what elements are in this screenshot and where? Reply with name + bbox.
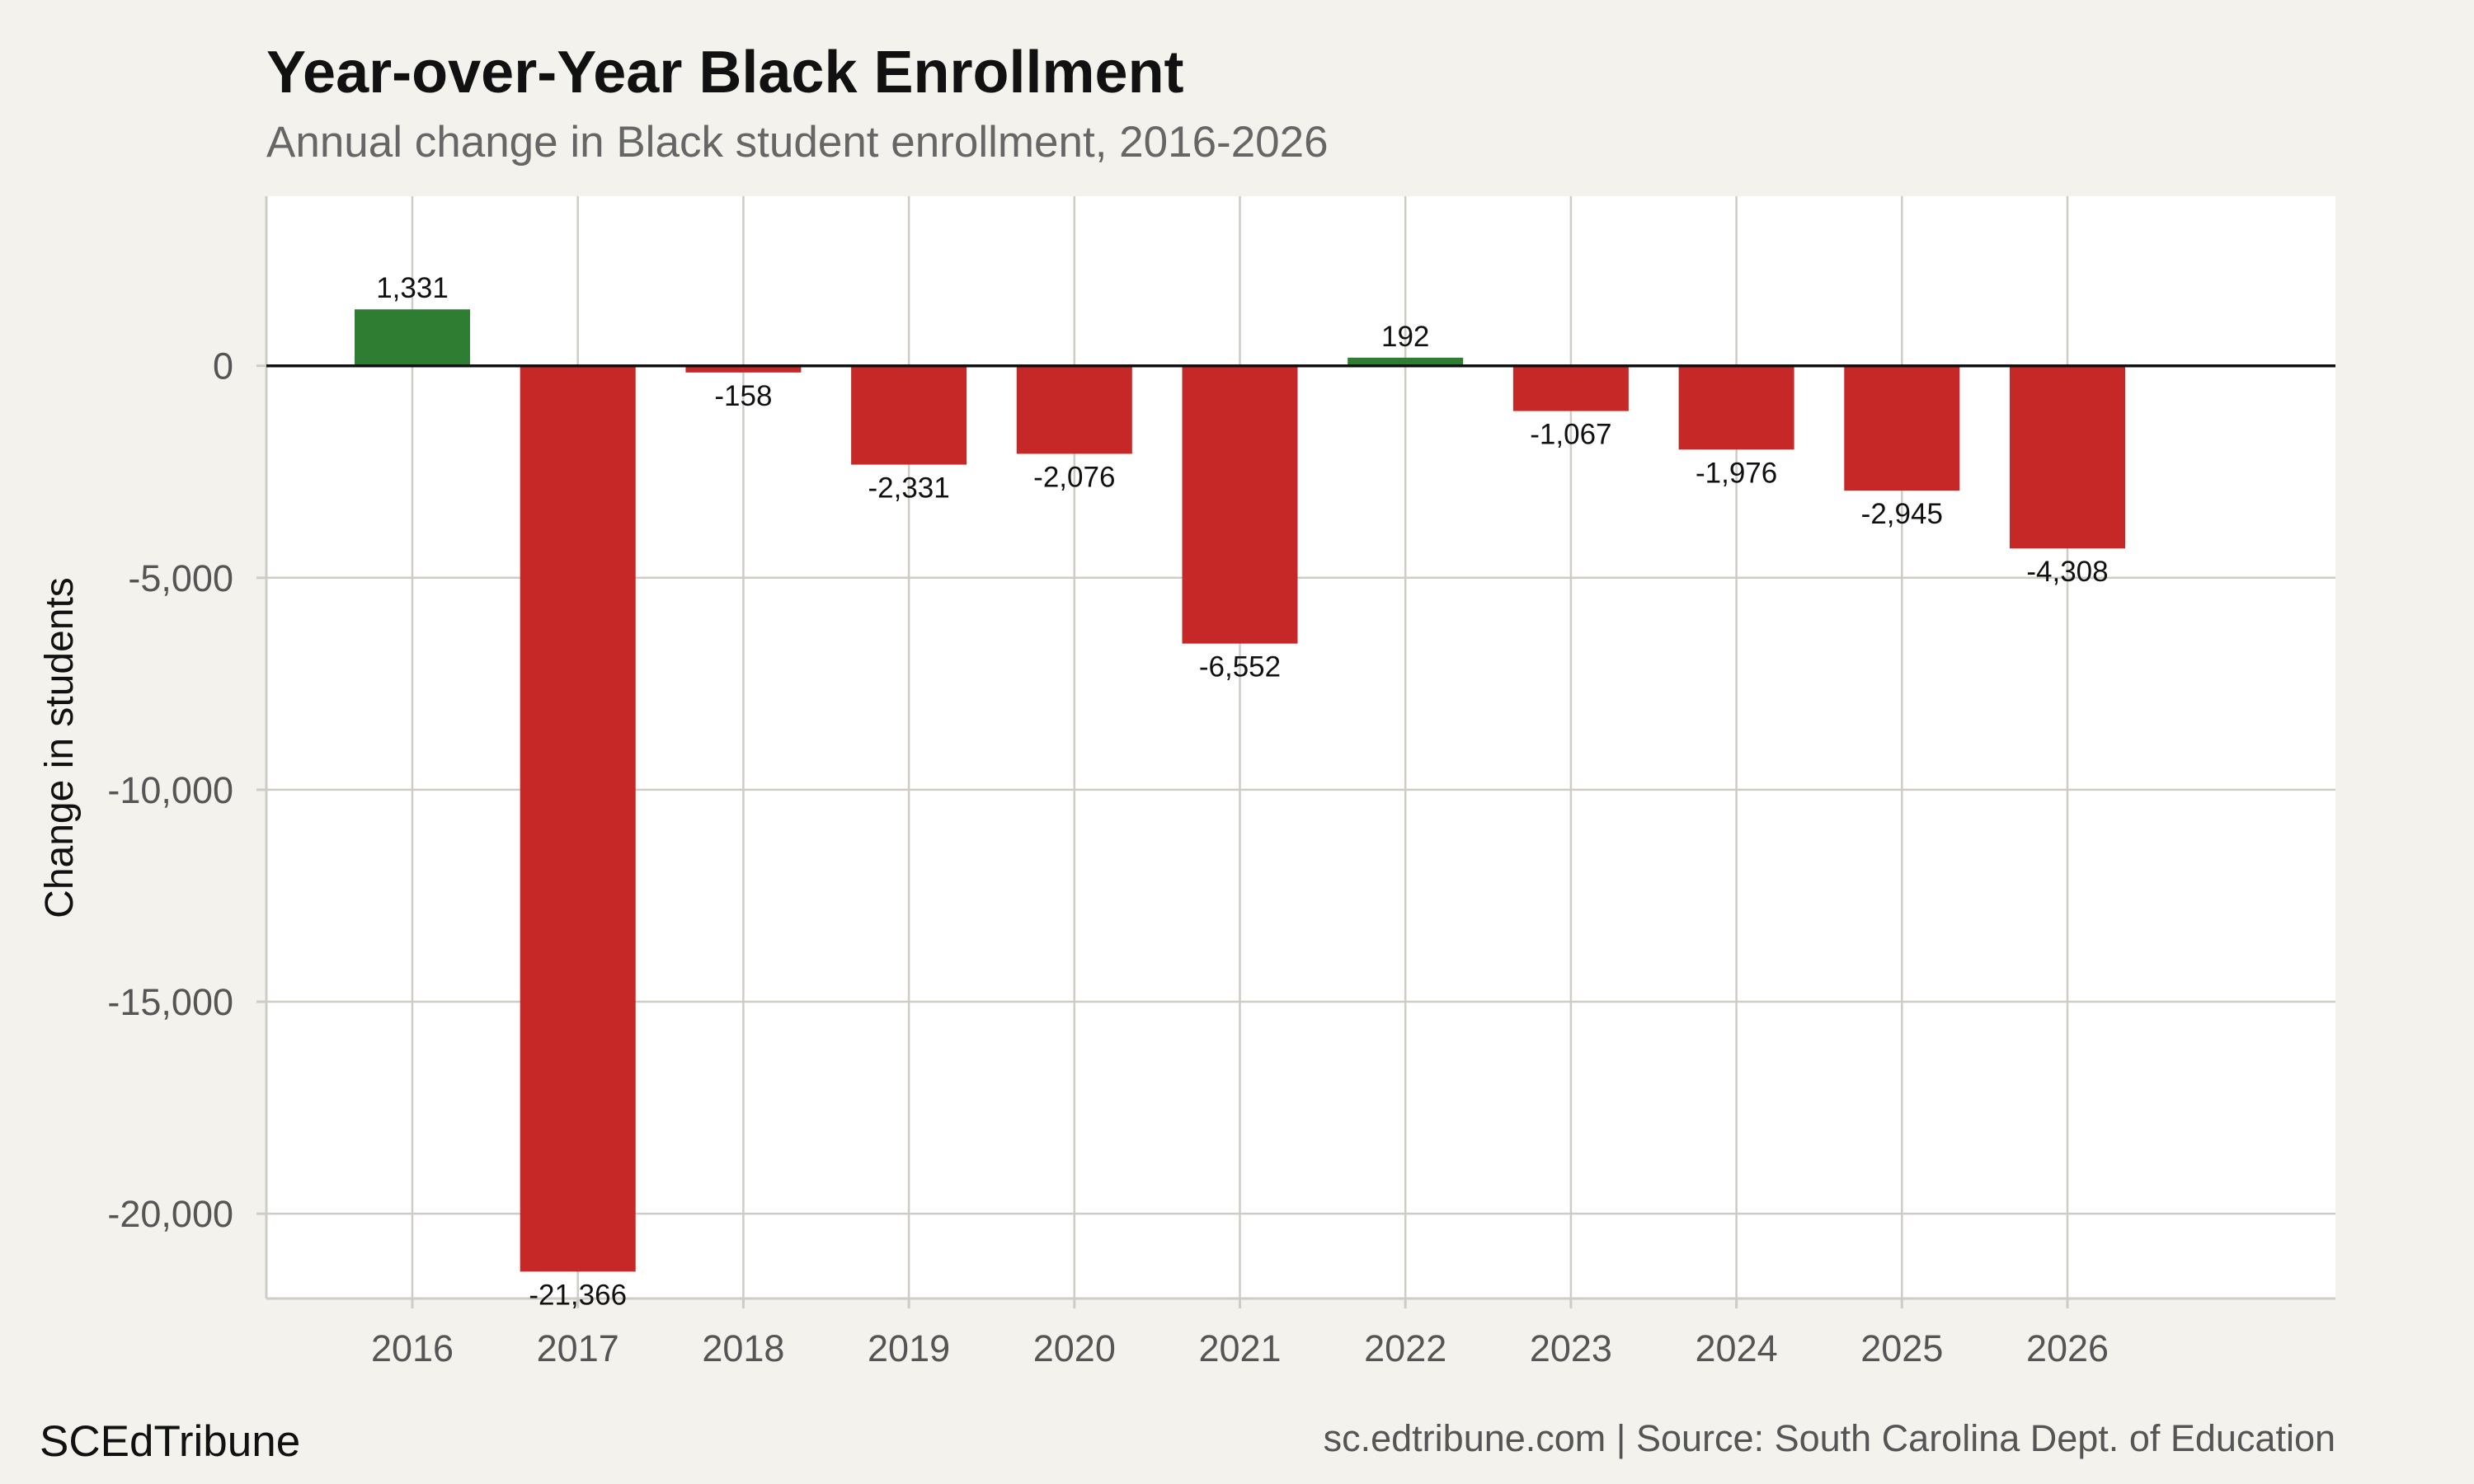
data-label-2018: -158: [714, 380, 772, 412]
y-axis-title: Change in students: [38, 577, 82, 918]
data-label-2021: -6,552: [1199, 651, 1281, 683]
data-label-2024: -1,976: [1696, 457, 1777, 489]
x-tick-label-2019: 2019: [868, 1327, 950, 1369]
bar-2023[interactable]: [1512, 365, 1629, 411]
x-tick-label-2024: 2024: [1696, 1327, 1778, 1369]
y-tick-label-1: -5,000: [128, 557, 233, 599]
y-tick-label-0: 0: [213, 345, 233, 387]
chart-subtitle: Annual change in Black student enrollmen…: [266, 118, 1329, 167]
bar-2019[interactable]: [851, 365, 967, 465]
data-label-2020: -2,076: [1033, 461, 1115, 493]
x-tick-label-2017: 2017: [537, 1327, 619, 1369]
x-tick-label-2021: 2021: [1198, 1327, 1281, 1369]
y-tick-label-3: -15,000: [107, 981, 233, 1023]
y-tick-label-4: -20,000: [107, 1193, 233, 1235]
bar-2026[interactable]: [2010, 365, 2125, 549]
data-label-2025: -2,945: [1861, 498, 1943, 530]
bar-2021[interactable]: [1182, 365, 1298, 644]
data-label-2022: 192: [1381, 321, 1429, 353]
chart-title: Year-over-Year Black Enrollment: [266, 40, 1184, 106]
x-tick-label-2026: 2026: [2026, 1327, 2109, 1369]
x-tick-label-2023: 2023: [1530, 1327, 1612, 1369]
footer-brand[interactable]: SCEdTribune: [40, 1417, 300, 1466]
bar-2018[interactable]: [685, 365, 802, 373]
x-tick-label-2018: 2018: [702, 1327, 784, 1369]
bar-2016[interactable]: [355, 309, 470, 366]
bar-2024[interactable]: [1678, 365, 1794, 450]
bar-2017[interactable]: [520, 365, 636, 1272]
data-labels: 1,331 -21,366 -158 -2,331 -2,076 -6,552 192 -1,…: [376, 272, 2108, 1311]
bar-2020[interactable]: [1016, 365, 1132, 454]
y-tick-label-2: -10,000: [107, 769, 233, 811]
bars: [355, 309, 2125, 1272]
data-label-2019: -2,331: [868, 472, 949, 505]
axes: 0 -5,000 -10,000 -15,000 -20,000 2016 2017 2018…: [107, 196, 2335, 1369]
data-label-2023: -1,067: [1530, 419, 1611, 451]
x-tick-label-2025: 2025: [1860, 1327, 1943, 1369]
data-label-2016: 1,331: [376, 272, 449, 304]
x-tick-label-2022: 2022: [1364, 1327, 1446, 1369]
x-tick-label-2016: 2016: [371, 1327, 454, 1369]
data-label-2026: -4,308: [2026, 556, 2108, 588]
bar-2022[interactable]: [1348, 357, 1464, 366]
data-label-2017: -21,366: [529, 1279, 627, 1311]
footer-source[interactable]: sc.edtribune.com | Source: South Carolin…: [1324, 1417, 2335, 1459]
x-tick-label-2020: 2020: [1033, 1327, 1116, 1369]
bar-2025[interactable]: [1844, 365, 1960, 491]
